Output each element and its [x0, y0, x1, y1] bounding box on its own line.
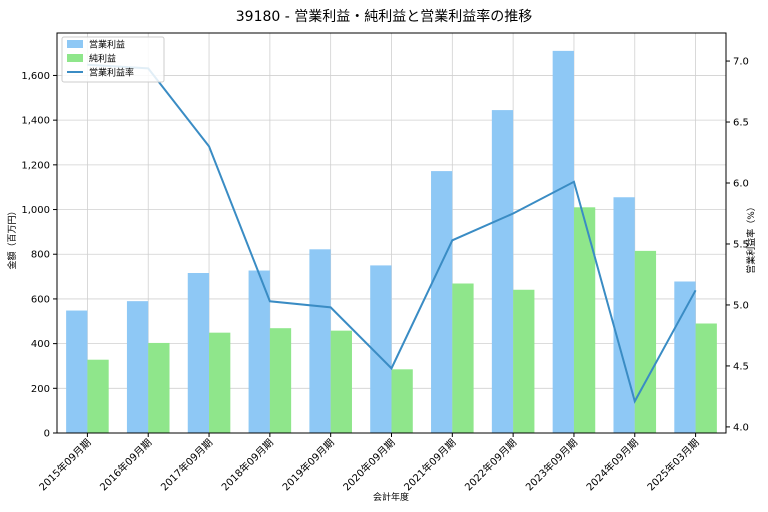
- x-tick-label: 2022年09月期: [462, 436, 519, 493]
- x-tick-label: 2018年09月期: [219, 436, 276, 493]
- x-tick-label: 2020年09月期: [340, 436, 397, 493]
- bar-純利益: [573, 207, 596, 433]
- bar-営業利益: [187, 273, 210, 433]
- x-tick-label: 2019年09月期: [279, 436, 336, 493]
- y-tick-label: 800: [31, 250, 50, 261]
- y2-tick-label: 4.5: [733, 361, 749, 372]
- bar-営業利益: [491, 110, 514, 433]
- line-営業利益率: [87, 63, 697, 404]
- y-tick-label: 200: [31, 384, 50, 395]
- bar-純利益: [148, 342, 170, 433]
- bar-純利益: [513, 289, 535, 433]
- bar-純利益: [269, 328, 292, 433]
- bar-純利益: [391, 369, 413, 433]
- y-tick-label: 1,600: [21, 71, 50, 82]
- legend-swatch-純利益: [67, 54, 83, 62]
- y2-tick-label: 4.0: [733, 422, 749, 433]
- y-axis-left: 0 200 400 600 800 1,000 1,200 1,400 1,600: [21, 71, 57, 440]
- bar-営業利益: [613, 197, 635, 433]
- chart-title: 39180 - 営業利益・純利益と営業利益率の推移: [236, 8, 533, 25]
- y-tick-label: 1,200: [21, 160, 50, 171]
- bar-純利益: [695, 323, 717, 433]
- y-tick-label: 1,000: [21, 205, 50, 216]
- bar-営業利益: [431, 171, 453, 433]
- x-axis-label: 会計年度: [373, 491, 409, 503]
- y2-tick-label: 6.5: [733, 118, 749, 129]
- y-axis-right: 4.0 4.5 5.0 5.5 6.0 6.5 7.0: [726, 57, 749, 433]
- y2-tick-label: 6.0: [733, 179, 749, 190]
- x-tick-label: 2021年09月期: [401, 436, 458, 493]
- x-tick-label: 2023年09月期: [523, 436, 580, 493]
- y-tick-label: 1,400: [21, 116, 50, 127]
- bars: [66, 50, 717, 433]
- y2-tick-label: 5.0: [733, 300, 749, 311]
- bar-営業利益: [309, 249, 331, 433]
- bar-純利益: [330, 330, 352, 433]
- y-axis-label: 金額（百万円）: [6, 206, 18, 269]
- x-axis: 2015年09月期 2016年09月期 2017年09月期 2018年09月期 2019…: [36, 433, 702, 493]
- y-tick-label: 0: [44, 429, 50, 440]
- y-tick-label: 400: [31, 339, 50, 350]
- legend-box: [61, 36, 165, 83]
- legend-swatch-営業利益: [67, 40, 83, 48]
- bar-純利益: [634, 250, 657, 433]
- bar-純利益: [452, 283, 474, 433]
- y2-axis-label: 営業利益率（%）: [745, 202, 757, 274]
- bar-営業利益: [370, 265, 392, 433]
- legend-label-営業利益: 営業利益: [89, 39, 125, 51]
- x-tick-label: 2016年09月期: [97, 436, 154, 493]
- x-tick-label: 2024年09月期: [583, 436, 640, 493]
- x-tick-label: 2015年09月期: [36, 436, 93, 493]
- bar-営業利益: [674, 281, 696, 433]
- x-tick-label: 2025年03月期: [644, 436, 701, 493]
- bar-営業利益: [248, 270, 270, 433]
- legend-label-純利益: 純利益: [89, 53, 116, 65]
- bar-営業利益: [126, 301, 149, 433]
- y2-tick-label: 7.0: [733, 57, 749, 68]
- bar-営業利益: [66, 310, 88, 433]
- legend-label-営業利益率: 営業利益率: [89, 67, 134, 79]
- y-tick-label: 600: [31, 294, 50, 305]
- x-tick-label: 2017年09月期: [158, 436, 215, 493]
- bar-純利益: [87, 359, 109, 433]
- bar-営業利益: [552, 50, 574, 433]
- bar-純利益: [209, 332, 231, 433]
- line-series: [87, 63, 697, 404]
- y2-tick-label: 5.5: [733, 239, 749, 250]
